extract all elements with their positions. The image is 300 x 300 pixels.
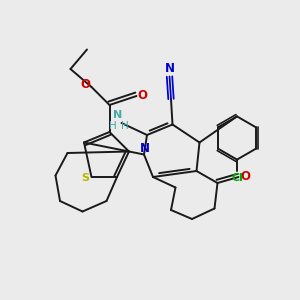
- Text: H: H: [109, 121, 116, 131]
- Text: O: O: [240, 169, 250, 183]
- Text: N: N: [113, 110, 122, 121]
- Text: N: N: [140, 142, 150, 155]
- Text: O: O: [137, 89, 148, 102]
- Text: Cl: Cl: [232, 172, 244, 183]
- Text: N: N: [164, 62, 175, 76]
- Text: H: H: [121, 121, 128, 131]
- Text: O: O: [80, 78, 90, 91]
- Text: S: S: [81, 172, 89, 183]
